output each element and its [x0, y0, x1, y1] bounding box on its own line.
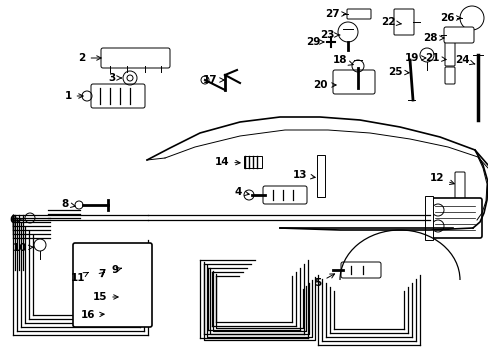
Text: 24: 24	[454, 55, 474, 65]
FancyBboxPatch shape	[101, 48, 170, 68]
Text: 27: 27	[324, 9, 346, 19]
Text: 29: 29	[305, 37, 323, 47]
FancyBboxPatch shape	[116, 289, 140, 301]
FancyBboxPatch shape	[346, 9, 370, 19]
Text: 6: 6	[9, 215, 22, 225]
Text: 3: 3	[108, 73, 121, 83]
FancyBboxPatch shape	[340, 262, 380, 278]
Bar	[316, 155, 325, 197]
Text: 25: 25	[387, 67, 408, 77]
Text: 18: 18	[332, 55, 352, 65]
FancyBboxPatch shape	[443, 27, 473, 43]
Text: 4: 4	[234, 187, 249, 197]
Text: 23: 23	[319, 30, 339, 40]
FancyBboxPatch shape	[332, 70, 374, 94]
Text: 14: 14	[214, 157, 240, 167]
FancyBboxPatch shape	[427, 198, 481, 238]
Bar	[244, 156, 262, 168]
FancyBboxPatch shape	[91, 84, 145, 108]
FancyBboxPatch shape	[444, 67, 454, 84]
Text: 12: 12	[429, 173, 453, 184]
Bar	[424, 196, 432, 240]
Circle shape	[74, 248, 82, 256]
Text: 15: 15	[93, 292, 118, 302]
FancyBboxPatch shape	[393, 9, 413, 35]
FancyBboxPatch shape	[454, 172, 464, 209]
Text: 5: 5	[314, 274, 334, 288]
Text: 28: 28	[422, 33, 443, 43]
Circle shape	[244, 190, 253, 200]
FancyBboxPatch shape	[444, 34, 454, 66]
Text: 26: 26	[439, 13, 460, 23]
Text: 9: 9	[111, 265, 121, 275]
Text: 19: 19	[404, 53, 425, 63]
Text: 2: 2	[78, 53, 101, 63]
Text: 7: 7	[98, 269, 105, 279]
Text: 17: 17	[202, 75, 224, 85]
Text: 13: 13	[292, 170, 315, 180]
Text: 22: 22	[380, 17, 400, 27]
Text: 8: 8	[61, 199, 75, 209]
Text: 20: 20	[312, 80, 335, 90]
FancyBboxPatch shape	[263, 186, 306, 204]
FancyBboxPatch shape	[73, 243, 152, 327]
Text: 11: 11	[71, 273, 88, 283]
Text: 10: 10	[13, 243, 33, 253]
Text: 1: 1	[64, 91, 83, 101]
Text: 16: 16	[81, 310, 104, 320]
Text: 21: 21	[424, 53, 445, 63]
